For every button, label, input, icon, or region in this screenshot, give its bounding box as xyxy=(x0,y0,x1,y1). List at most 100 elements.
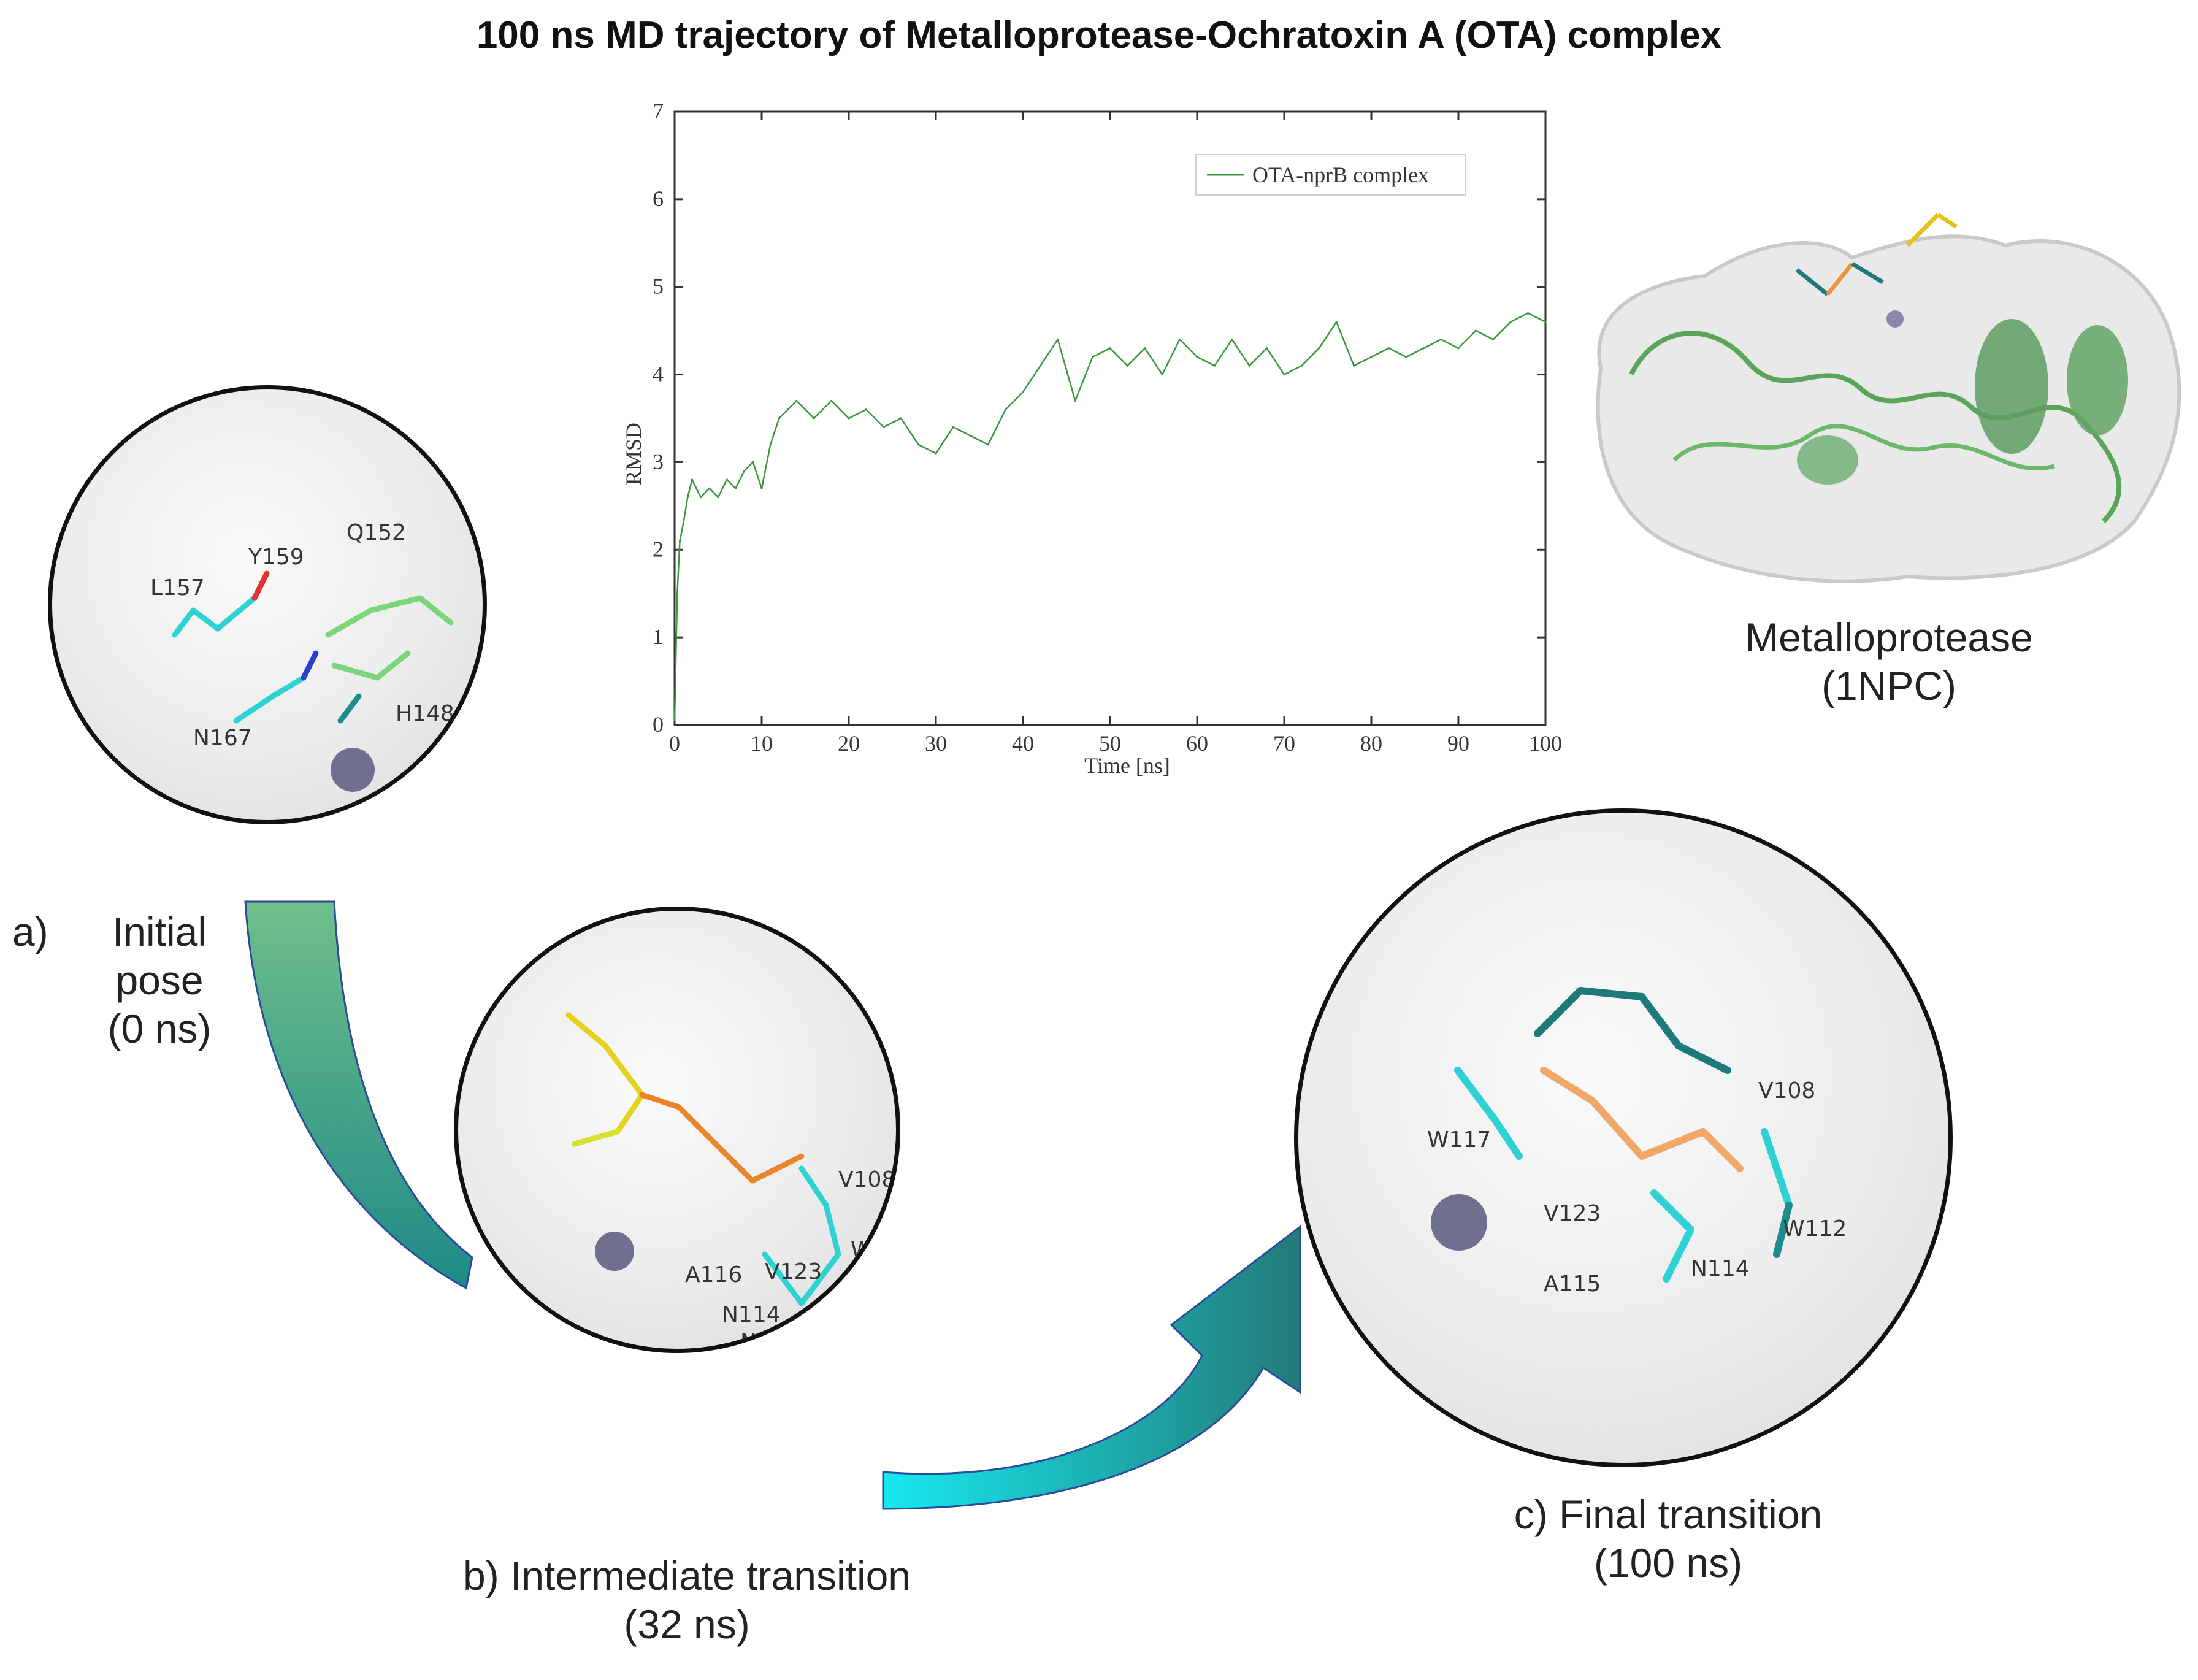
residue-y159: Y159 xyxy=(248,545,304,570)
data-point xyxy=(1300,364,1303,367)
data-point xyxy=(1092,356,1094,358)
data-point xyxy=(1196,356,1198,358)
data-point xyxy=(900,417,902,420)
data-point xyxy=(778,417,780,420)
data-point xyxy=(1039,364,1041,367)
data-point xyxy=(1161,373,1163,376)
x-tick-label: 40 xyxy=(1012,731,1034,756)
data-point xyxy=(1422,347,1425,350)
residue-l157: L157 xyxy=(150,575,205,600)
data-point xyxy=(678,540,681,542)
y-tick-label: 4 xyxy=(653,362,664,386)
protein-structure-image xyxy=(1596,213,2181,583)
x-tick-label: 60 xyxy=(1186,731,1208,756)
residue-q152: Q152 xyxy=(347,520,406,545)
arrow-b-to-c xyxy=(882,1224,1301,1510)
data-point xyxy=(1005,408,1007,411)
x-tick-label: 20 xyxy=(838,731,860,756)
data-point xyxy=(787,408,789,411)
panel-b-line1: b) Intermediate transition xyxy=(462,1553,911,1598)
y-tick-label: 2 xyxy=(653,537,664,561)
residue-n167: N167 xyxy=(193,726,252,751)
data-point xyxy=(726,478,728,481)
residue-w112-b: W112 xyxy=(851,1238,896,1263)
x-tick-label: 0 xyxy=(669,731,680,756)
data-point xyxy=(917,443,920,446)
data-point xyxy=(1318,347,1320,350)
legend-label: OTA-nprB complex xyxy=(1252,163,1429,187)
data-point xyxy=(752,461,754,464)
data-point xyxy=(848,417,850,420)
data-point xyxy=(1405,356,1407,358)
residue-h148: H148 xyxy=(396,701,454,726)
y-tick-label: 7 xyxy=(653,99,664,123)
data-point xyxy=(1387,347,1390,350)
panel-c-line1: c) Final transition xyxy=(1514,1492,1823,1537)
panel-b-circle: V108 W112 A116 V123 N114 N113 xyxy=(454,907,900,1353)
data-point xyxy=(686,496,689,499)
panel-c-caption: c) Final transition (100 ns) xyxy=(1398,1490,1938,1587)
figure-title: 100 ns MD trajectory of Metalloprotease-… xyxy=(476,14,1722,56)
data-point xyxy=(743,470,746,472)
data-point xyxy=(1544,321,1547,323)
data-point xyxy=(1057,338,1059,341)
data-point xyxy=(865,408,867,411)
data-point xyxy=(970,434,972,437)
data-point xyxy=(1457,347,1460,350)
panel-a-line2: pose xyxy=(115,957,204,1003)
panel-b-line2: (32 ns) xyxy=(624,1601,750,1647)
panel-a-line1: Initial xyxy=(112,909,207,954)
data-point xyxy=(952,426,954,428)
x-tick-label: 100 xyxy=(1529,731,1562,756)
data-point xyxy=(1109,347,1111,350)
data-point xyxy=(883,426,885,428)
data-point xyxy=(1022,391,1024,393)
data-point xyxy=(830,399,833,402)
data-point xyxy=(813,417,815,420)
data-point xyxy=(987,443,989,446)
data-point xyxy=(708,487,711,489)
panel-a-circle: Y159 Q152 L157 N167 H148 xyxy=(48,385,487,824)
data-point xyxy=(795,399,798,402)
data-point xyxy=(673,719,676,722)
data-point xyxy=(1266,347,1268,350)
data-point xyxy=(1231,338,1233,341)
residue-w117: W117 xyxy=(1427,1127,1491,1153)
arrow-a-to-b xyxy=(244,900,473,1290)
x-tick-label: 50 xyxy=(1099,731,1121,756)
protein-name: Metalloprotease xyxy=(1745,615,2033,660)
data-point xyxy=(717,496,719,499)
data-point xyxy=(769,443,772,446)
data-point xyxy=(1213,364,1216,367)
x-tick-label: 80 xyxy=(1360,731,1382,756)
data-point xyxy=(760,487,763,489)
residue-v123-c: V123 xyxy=(1544,1201,1601,1226)
x-axis-label: Time [ns] xyxy=(1084,753,1170,778)
data-point xyxy=(1179,338,1181,341)
protein-caption: Metalloprotease (1NPC) xyxy=(1705,613,2073,710)
data-point xyxy=(1283,373,1285,376)
data-point xyxy=(682,522,684,525)
data-point xyxy=(1144,347,1146,350)
x-tick-label: 30 xyxy=(925,731,947,756)
data-point xyxy=(1370,356,1373,358)
residue-n114-c: N114 xyxy=(1691,1256,1750,1281)
data-point xyxy=(1440,338,1442,341)
protein-pdb-id: (1NPC) xyxy=(1821,663,1956,709)
data-point xyxy=(676,593,678,595)
residue-a116: A116 xyxy=(685,1262,742,1287)
legend: OTA-nprB complex xyxy=(1195,154,1466,196)
panel-c-line2: (100 ns) xyxy=(1593,1540,1743,1586)
data-point xyxy=(1335,321,1338,323)
data-point xyxy=(1509,321,1512,323)
data-point xyxy=(935,452,937,455)
data-point xyxy=(1492,338,1495,341)
residue-v123-b: V123 xyxy=(765,1259,822,1284)
y-tick-label: 6 xyxy=(653,186,664,211)
data-point xyxy=(1074,399,1076,402)
y-axis-label: RMSD xyxy=(621,423,646,485)
panel-a-letter: a) xyxy=(12,909,48,954)
residue-w112-c: W112 xyxy=(1783,1216,1847,1241)
residue-v108-b: V108 xyxy=(838,1167,895,1192)
x-tick-label: 10 xyxy=(751,731,773,756)
